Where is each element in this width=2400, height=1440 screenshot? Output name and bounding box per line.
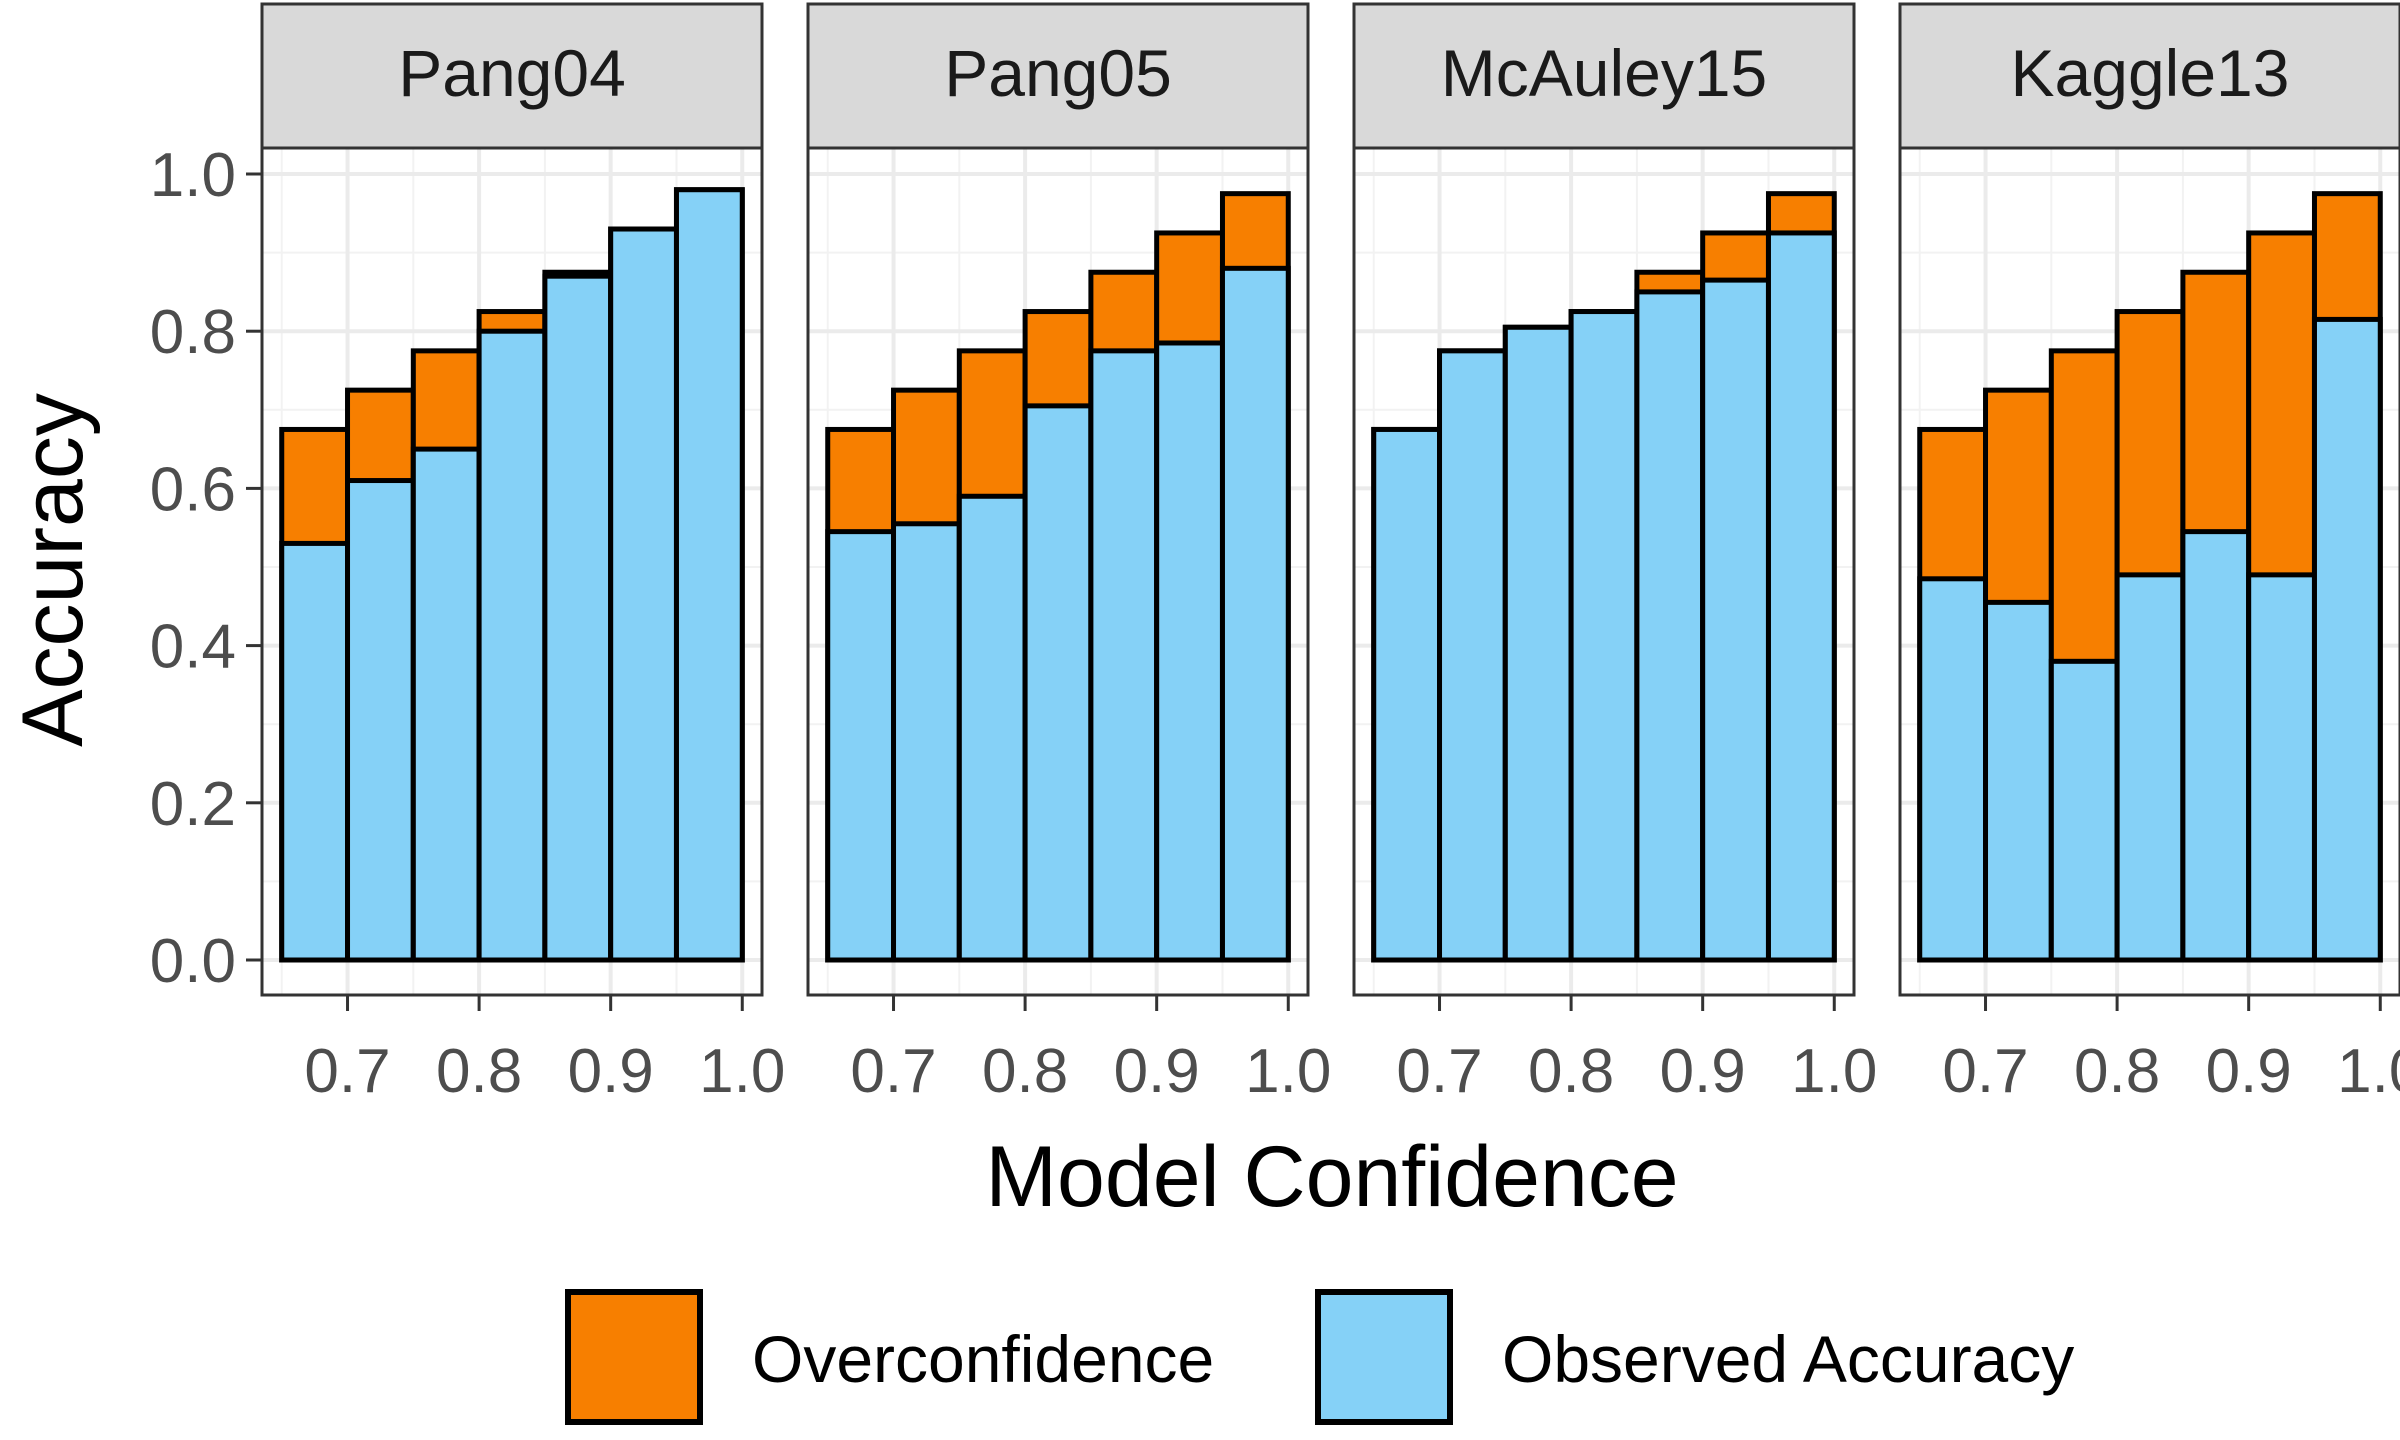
legend-item-over: Overconfidence <box>565 1289 1214 1425</box>
y-tick-label: 0.0 <box>150 927 236 996</box>
x-tick-label: 0.7 <box>304 1037 390 1106</box>
panel-mcauley15: McAuley15 0.7 0.8 0.9 1.0 <box>1352 2 1877 1106</box>
bar-observed-accuracy <box>673 187 745 963</box>
bar-observed-accuracy <box>2048 658 2120 963</box>
x-tick-label: 0.9 <box>1114 1037 1200 1106</box>
y-axis-title: Accuracy <box>5 393 101 747</box>
bar-observed-accuracy <box>2311 316 2383 963</box>
bar-observed-accuracy <box>2114 572 2186 963</box>
bar-observed-accuracy <box>956 493 1028 963</box>
x-tick-label: 1.0 <box>1245 1037 1331 1106</box>
bar-observed-accuracy <box>1917 576 1989 963</box>
bar-observed-accuracy <box>891 521 962 963</box>
x-tick-label: 0.8 <box>2074 1037 2160 1106</box>
bar-observed-accuracy <box>476 328 548 963</box>
x-axis-title: Model Confidence <box>985 1129 1678 1225</box>
panel-border <box>260 146 764 997</box>
panel-title: Kaggle13 <box>2011 36 2290 110</box>
panel-border <box>1898 146 2400 997</box>
x-tick-label: 1.0 <box>1791 1037 1877 1106</box>
bar-observed-accuracy <box>1088 348 1160 963</box>
panel-title: Pang04 <box>398 36 626 110</box>
x-tick-label: 0.8 <box>1528 1037 1614 1106</box>
legend-swatch <box>1315 1289 1453 1425</box>
panel-strip <box>260 2 764 150</box>
panel-pang05: Pang05 0.7 0.8 0.9 1.0 <box>806 2 1331 1106</box>
bar-observed-accuracy <box>1983 599 2054 963</box>
bar-observed-accuracy <box>345 478 416 963</box>
bar-observed-accuracy <box>1568 309 1640 963</box>
axis-titles: Model Confidence Accuracy <box>5 393 1679 1225</box>
legend: Overconfidence Observed Accuracy <box>565 1289 2074 1425</box>
bar-observed-accuracy <box>1371 426 1443 963</box>
bar-observed-accuracy <box>1219 265 1291 963</box>
x-tick-label: 0.9 <box>2206 1037 2292 1106</box>
panel-title: Pang05 <box>944 36 1172 110</box>
bar-observed-accuracy <box>279 540 351 963</box>
legend-label: Overconfidence <box>752 1322 1214 1396</box>
bar-observed-accuracy <box>1154 340 1225 963</box>
panel-border <box>806 146 1310 997</box>
x-tick-label: 0.7 <box>850 1037 936 1106</box>
x-tick-label: 0.8 <box>436 1037 522 1106</box>
bar-observed-accuracy <box>542 273 614 963</box>
y-tick-label: 1.0 <box>150 141 236 210</box>
bar-observed-accuracy <box>825 529 897 963</box>
x-tick-label: 0.9 <box>568 1037 654 1106</box>
bar-observed-accuracy <box>1700 277 1771 963</box>
x-tick-label: 0.7 <box>1396 1037 1482 1106</box>
legend-item-obs: Observed Accuracy <box>1315 1289 2074 1425</box>
bar-observed-accuracy <box>1765 230 1837 963</box>
bar-observed-accuracy <box>1437 348 1508 963</box>
x-tick-label: 0.8 <box>982 1037 1068 1106</box>
bar-observed-accuracy <box>2180 529 2252 963</box>
panel-strip <box>806 2 1310 150</box>
bar-observed-accuracy <box>410 446 482 963</box>
x-tick-label: 1.0 <box>2337 1037 2400 1106</box>
legend-swatch <box>565 1289 703 1425</box>
y-tick-label: 0.6 <box>150 455 236 524</box>
panel-title: McAuley15 <box>1441 36 1768 110</box>
bar-observed-accuracy <box>1634 289 1706 963</box>
y-tick-label: 0.8 <box>150 298 236 367</box>
bar-observed-accuracy <box>608 226 679 963</box>
x-tick-label: 1.0 <box>699 1037 785 1106</box>
bar-observed-accuracy <box>1502 324 1574 963</box>
panel-kaggle13: Kaggle13 0.7 0.8 0.9 1.0 <box>1898 2 2400 1106</box>
bar-observed-accuracy <box>1022 403 1094 963</box>
panel-pang04: Pang04 0.7 0.8 0.9 1.0 0.0 0.2 0.4 0.6 0.8 1.0 <box>150 2 785 1106</box>
y-tick-label: 0.2 <box>150 770 236 839</box>
legend-label: Observed Accuracy <box>1502 1322 2074 1396</box>
panel-border <box>1352 146 1856 997</box>
bar-observed-accuracy <box>2246 572 2317 963</box>
x-tick-label: 0.7 <box>1942 1037 2028 1106</box>
x-tick-label: 0.9 <box>1660 1037 1746 1106</box>
panel-strip <box>1352 2 1856 150</box>
y-tick-label: 0.4 <box>150 613 236 682</box>
